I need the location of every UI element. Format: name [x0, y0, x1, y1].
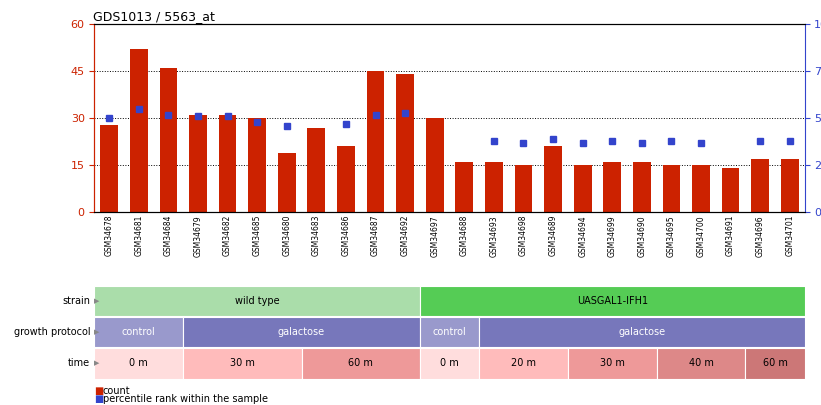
Text: GSM34692: GSM34692 — [401, 215, 410, 256]
Bar — [183, 317, 420, 347]
Text: GSM34696: GSM34696 — [755, 215, 764, 257]
Text: GSM34682: GSM34682 — [223, 215, 232, 256]
Text: GSM34684: GSM34684 — [164, 215, 173, 256]
Bar — [367, 71, 384, 212]
Text: GSM34687: GSM34687 — [371, 215, 380, 256]
Text: GSM34689: GSM34689 — [548, 215, 557, 256]
Bar — [485, 162, 502, 212]
Text: GSM34690: GSM34690 — [637, 215, 646, 257]
Text: percentile rank within the sample: percentile rank within the sample — [103, 394, 268, 404]
Bar — [603, 162, 621, 212]
Text: GSM34697: GSM34697 — [430, 215, 439, 257]
Text: GSM34686: GSM34686 — [342, 215, 351, 256]
Bar — [456, 162, 473, 212]
Bar — [94, 317, 183, 347]
Text: galactose: galactose — [278, 327, 325, 337]
Bar — [574, 165, 591, 212]
Text: 40 m: 40 m — [689, 358, 713, 369]
Text: count: count — [103, 386, 131, 396]
Text: ▶: ▶ — [94, 360, 99, 367]
Bar — [301, 348, 420, 379]
Text: time: time — [68, 358, 90, 369]
Text: 30 m: 30 m — [230, 358, 255, 369]
Text: ▶: ▶ — [94, 298, 99, 304]
Text: GSM34679: GSM34679 — [194, 215, 203, 257]
Text: ■: ■ — [94, 394, 103, 404]
Bar — [479, 317, 805, 347]
Text: GSM34700: GSM34700 — [696, 215, 705, 257]
Bar — [479, 348, 568, 379]
Bar — [657, 348, 745, 379]
Text: GSM34695: GSM34695 — [667, 215, 676, 257]
Bar — [130, 49, 148, 212]
Bar — [663, 165, 681, 212]
Text: GSM34681: GSM34681 — [135, 215, 144, 256]
Text: 0 m: 0 m — [440, 358, 459, 369]
Bar — [745, 348, 805, 379]
Bar — [420, 317, 479, 347]
Text: GSM34694: GSM34694 — [578, 215, 587, 257]
Text: growth protocol: growth protocol — [14, 327, 90, 337]
Text: galactose: galactose — [618, 327, 665, 337]
Text: 60 m: 60 m — [763, 358, 787, 369]
Text: GSM34680: GSM34680 — [282, 215, 291, 256]
Text: 20 m: 20 m — [511, 358, 536, 369]
Bar — [420, 348, 479, 379]
Bar — [94, 348, 183, 379]
Text: GSM34701: GSM34701 — [785, 215, 794, 256]
Bar — [692, 165, 710, 212]
Text: control: control — [433, 327, 466, 337]
Bar — [781, 159, 799, 212]
Bar — [633, 162, 651, 212]
Bar — [751, 159, 769, 212]
Text: GSM34693: GSM34693 — [489, 215, 498, 257]
Bar — [515, 165, 532, 212]
Bar — [722, 168, 740, 212]
Text: GSM34678: GSM34678 — [105, 215, 114, 256]
Bar — [94, 286, 420, 316]
Bar — [218, 115, 236, 212]
Text: GDS1013 / 5563_at: GDS1013 / 5563_at — [93, 10, 215, 23]
Bar — [426, 118, 443, 212]
Bar — [308, 128, 325, 212]
Text: 0 m: 0 m — [130, 358, 148, 369]
Text: ■: ■ — [94, 386, 103, 396]
Bar — [544, 147, 562, 212]
Text: GSM34698: GSM34698 — [519, 215, 528, 256]
Text: GSM34691: GSM34691 — [726, 215, 735, 256]
Text: control: control — [122, 327, 156, 337]
Text: strain: strain — [62, 296, 90, 306]
Bar — [568, 348, 657, 379]
Bar — [277, 153, 296, 212]
Text: 60 m: 60 m — [348, 358, 374, 369]
Bar — [189, 115, 207, 212]
Bar — [100, 124, 118, 212]
Text: wild type: wild type — [235, 296, 279, 306]
Bar — [248, 118, 266, 212]
Bar — [337, 147, 355, 212]
Bar — [159, 68, 177, 212]
Bar — [420, 286, 805, 316]
Bar — [183, 348, 301, 379]
Text: 30 m: 30 m — [600, 358, 625, 369]
Bar — [397, 75, 414, 212]
Text: ▶: ▶ — [94, 329, 99, 335]
Text: UASGAL1-IFH1: UASGAL1-IFH1 — [576, 296, 648, 306]
Text: GSM34699: GSM34699 — [608, 215, 617, 257]
Text: GSM34688: GSM34688 — [460, 215, 469, 256]
Text: GSM34685: GSM34685 — [253, 215, 262, 256]
Text: GSM34683: GSM34683 — [312, 215, 321, 256]
